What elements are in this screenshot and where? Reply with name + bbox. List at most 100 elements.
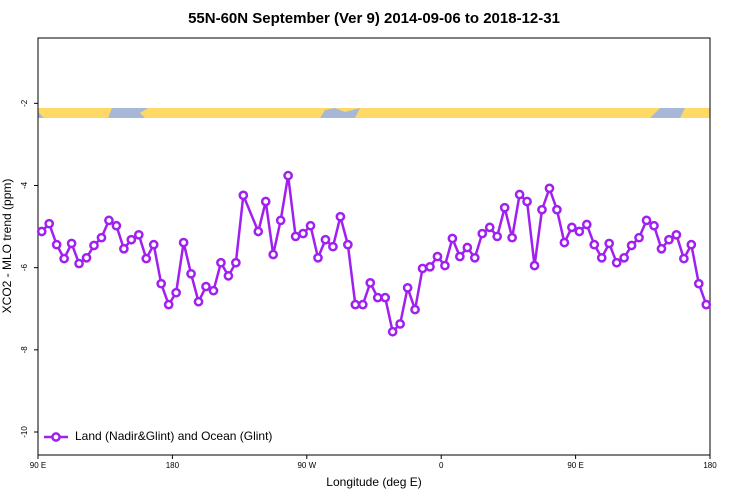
point <box>425 261 435 272</box>
point <box>148 239 159 250</box>
point <box>537 204 547 215</box>
point <box>231 257 241 268</box>
point <box>133 229 144 240</box>
point <box>410 304 420 315</box>
y-tick-label: -10 <box>20 426 29 438</box>
y-tick-label: -4 <box>20 181 29 189</box>
point <box>268 249 279 260</box>
point <box>104 215 114 226</box>
point <box>275 215 286 226</box>
point <box>701 299 712 310</box>
point <box>343 239 353 250</box>
point <box>462 242 473 253</box>
point <box>96 232 107 243</box>
point <box>649 220 659 231</box>
point <box>89 240 99 251</box>
point <box>611 257 622 268</box>
point <box>484 222 495 233</box>
point <box>574 226 585 237</box>
point <box>499 202 510 213</box>
y-tick-label: -8 <box>20 346 29 354</box>
point <box>66 238 77 249</box>
point <box>290 231 301 242</box>
point <box>455 251 465 262</box>
point <box>193 296 204 307</box>
point <box>119 243 129 254</box>
point <box>634 232 644 243</box>
point <box>313 252 323 263</box>
x-tick-label: 180 <box>166 461 180 470</box>
point <box>469 252 480 263</box>
point <box>514 189 525 200</box>
point <box>567 222 577 233</box>
point <box>111 220 122 231</box>
point <box>402 282 413 293</box>
x-tick-label: 90 W <box>297 461 316 470</box>
point <box>156 278 167 289</box>
plot-frame <box>37 37 711 456</box>
point <box>238 190 249 201</box>
point <box>664 234 674 245</box>
point <box>328 241 338 252</box>
point <box>81 252 92 263</box>
point <box>357 299 368 310</box>
point <box>260 196 271 207</box>
y-tick-label: -6 <box>20 264 29 272</box>
point <box>522 196 532 207</box>
series-line <box>40 175 708 335</box>
point <box>387 326 398 337</box>
point <box>208 285 219 296</box>
point <box>36 226 47 237</box>
point <box>507 232 517 243</box>
point <box>253 226 264 237</box>
point <box>74 258 84 269</box>
point <box>350 299 361 310</box>
x-tick-label: 90 E <box>567 461 583 470</box>
point <box>552 204 562 215</box>
point <box>141 253 152 264</box>
legend-label: Land (Nadir&Glint) and Ocean (Glint) <box>75 429 272 443</box>
y-tick-label: -2 <box>20 99 29 107</box>
point <box>492 231 503 242</box>
x-tick-label: 0 <box>439 461 444 470</box>
point <box>59 253 69 264</box>
point <box>626 240 637 251</box>
point <box>693 278 704 289</box>
x-tick-label: 180 <box>703 461 717 470</box>
land-ocean-strip <box>38 108 710 118</box>
legend-marker <box>51 432 61 442</box>
point <box>216 257 226 268</box>
y-axis-label: XCO2 - MLO trend (ppm) <box>0 179 14 314</box>
point <box>619 252 629 263</box>
point <box>589 239 600 250</box>
point <box>581 219 592 230</box>
point <box>335 211 346 222</box>
point <box>171 287 181 298</box>
point <box>679 253 689 264</box>
chart-title: 55N-60N September (Ver 9) 2014-09-06 to … <box>188 10 560 27</box>
point <box>596 252 607 263</box>
point <box>380 292 391 303</box>
point <box>51 239 62 250</box>
point <box>298 228 308 239</box>
point <box>559 237 570 248</box>
point <box>305 220 316 231</box>
x-axis-label: Longitude (deg E) <box>326 475 421 489</box>
point <box>544 183 555 194</box>
point <box>417 263 428 274</box>
point <box>365 278 376 288</box>
x-tick-label: 90 E <box>30 461 46 470</box>
point <box>395 319 405 329</box>
point <box>604 238 615 249</box>
point <box>163 299 174 310</box>
point <box>529 260 540 271</box>
point <box>440 260 450 271</box>
point <box>178 237 189 248</box>
point <box>44 218 55 229</box>
point <box>186 268 196 279</box>
point <box>320 234 331 245</box>
point <box>447 233 458 244</box>
point <box>656 243 667 254</box>
point <box>126 234 137 245</box>
